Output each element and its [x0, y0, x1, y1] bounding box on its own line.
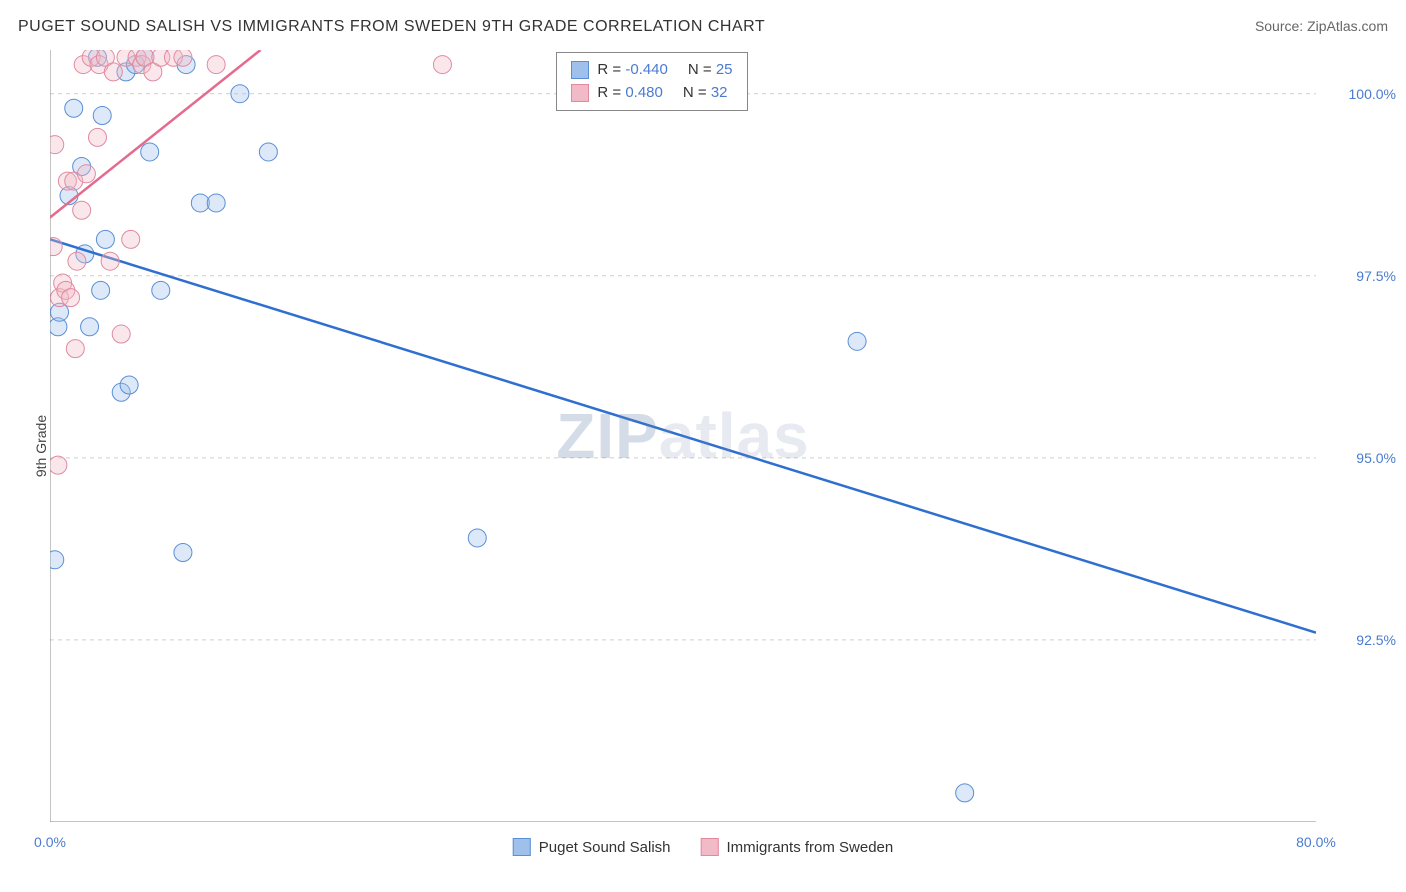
- series-legend-item: Immigrants from Sweden: [701, 838, 894, 856]
- series-legend-item: Puget Sound Salish: [513, 838, 671, 856]
- legend-n: N = 25: [688, 59, 733, 82]
- source-link[interactable]: ZipAtlas.com: [1307, 18, 1388, 34]
- legend-swatch: [701, 838, 719, 856]
- legend-swatch: [571, 84, 589, 102]
- series-name: Immigrants from Sweden: [727, 839, 894, 856]
- y-tick-label: 97.5%: [1356, 268, 1396, 284]
- y-tick-label: 95.0%: [1356, 450, 1396, 466]
- legend-swatch: [571, 61, 589, 79]
- series-legend: Puget Sound Salish Immigrants from Swede…: [513, 838, 894, 856]
- y-tick-label: 92.5%: [1356, 632, 1396, 648]
- legend-row: R = -0.440 N = 25: [571, 59, 732, 82]
- legend-r: R = 0.480: [597, 82, 662, 105]
- series-name: Puget Sound Salish: [539, 839, 671, 856]
- legend-r: R = -0.440: [597, 59, 667, 82]
- scatter-plot-svg: [50, 50, 1316, 822]
- source-attribution: Source: ZipAtlas.com: [1255, 18, 1388, 34]
- x-tick-label: 80.0%: [1296, 834, 1336, 850]
- plot-area: ZIPatlas R = -0.440 N = 25 R = 0.480 N =…: [50, 50, 1316, 822]
- source-label: Source:: [1255, 18, 1303, 34]
- chart-title: PUGET SOUND SALISH VS IMMIGRANTS FROM SW…: [18, 18, 765, 36]
- x-tick-label: 0.0%: [34, 834, 66, 850]
- legend-n: N = 32: [683, 82, 728, 105]
- correlation-legend: R = -0.440 N = 25 R = 0.480 N = 32: [556, 52, 747, 111]
- y-tick-label: 100.0%: [1349, 86, 1396, 102]
- legend-row: R = 0.480 N = 32: [571, 82, 732, 105]
- y-axis-label: 9th Grade: [33, 415, 49, 477]
- legend-swatch: [513, 838, 531, 856]
